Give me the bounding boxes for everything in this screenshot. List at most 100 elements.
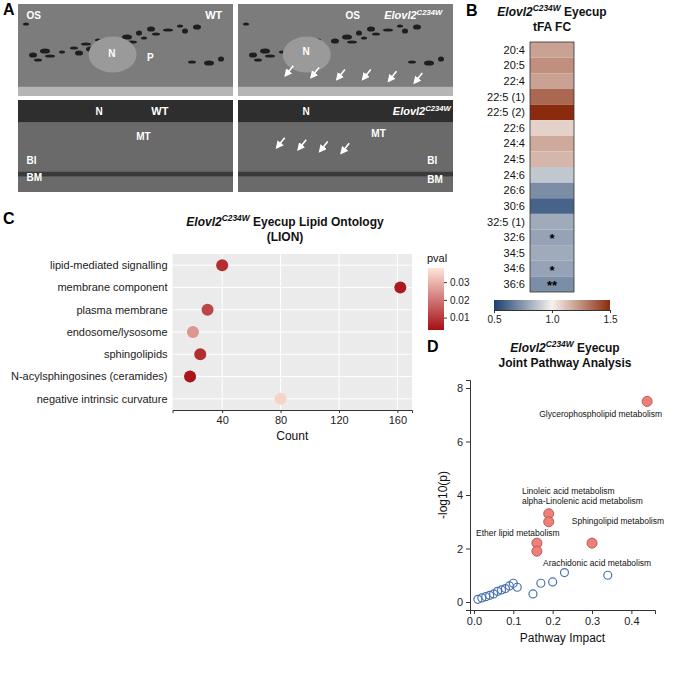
point-label: Glycerophospholipid metabolism bbox=[539, 409, 662, 419]
melanosome bbox=[342, 34, 352, 39]
tick-mark bbox=[474, 610, 475, 614]
structure-label: MT bbox=[371, 128, 385, 139]
text-part: Eyecup Lipid Ontology bbox=[250, 215, 384, 229]
melanosome bbox=[260, 48, 270, 53]
tick-mark bbox=[494, 310, 495, 313]
x-axis-tick: 0.3 bbox=[585, 610, 600, 627]
heatmap-cell bbox=[530, 120, 574, 136]
x-axis-tick: 120 bbox=[330, 410, 348, 426]
chart-title: (LION) bbox=[267, 230, 304, 244]
heatmap-cell bbox=[530, 136, 574, 152]
tick-label: 0.01 bbox=[450, 312, 470, 323]
micrograph: WTOSNP bbox=[18, 4, 233, 96]
structure-label: BI bbox=[27, 155, 37, 166]
significance-star: * bbox=[549, 231, 555, 246]
melanosome bbox=[402, 28, 408, 33]
tick-mark bbox=[553, 610, 554, 614]
melanosome bbox=[182, 28, 188, 33]
melanosome bbox=[193, 24, 201, 29]
melanosome bbox=[408, 60, 416, 63]
legend-title: pval bbox=[427, 252, 447, 264]
chart-title: tFA FC bbox=[533, 20, 572, 34]
row-label: 22:5 (1) bbox=[487, 91, 525, 103]
category-label: membrane component bbox=[57, 281, 167, 293]
dot bbox=[394, 281, 406, 293]
x-axis-line bbox=[471, 611, 656, 615]
text-part: C234W bbox=[222, 213, 251, 223]
axis-title: Pathway Impact bbox=[520, 631, 606, 645]
micrograph: Elovl2C234WNMTBIBM bbox=[238, 100, 453, 192]
tick-label: 2 bbox=[457, 543, 463, 555]
row-label: 24:6 bbox=[504, 169, 525, 181]
heatmap-frame bbox=[530, 42, 574, 292]
text-part: WT bbox=[151, 105, 168, 117]
image-ground bbox=[238, 4, 453, 96]
melanosome bbox=[40, 48, 50, 53]
melanosome bbox=[265, 54, 275, 57]
structure-label: N bbox=[303, 46, 310, 57]
row-label: 34:5 bbox=[504, 247, 525, 259]
x-axis-line bbox=[173, 411, 412, 414]
melanosome bbox=[438, 56, 444, 61]
tick-label: 4 bbox=[457, 489, 463, 501]
x-axis-tick: 0.1 bbox=[506, 610, 521, 627]
panel-d: DElovl2C234W EyecupJoint Pathway Analysi… bbox=[427, 338, 664, 645]
dots bbox=[184, 259, 406, 405]
text-part: (LION) bbox=[267, 230, 304, 244]
melanosome bbox=[361, 36, 367, 39]
tick-label: 1.5 bbox=[604, 314, 618, 325]
x-axis-tick: 0.4 bbox=[624, 610, 639, 627]
colorbar-axis-tick: 0.5 bbox=[488, 310, 502, 325]
melanosome bbox=[29, 52, 37, 57]
nucleus-band bbox=[18, 100, 233, 122]
point bbox=[549, 578, 557, 586]
arrow bbox=[285, 66, 293, 76]
x-axis-tick: 40 bbox=[217, 410, 229, 426]
panel-a: AWTOSNPElovl2C234WOSNWTNMTBIBMElovl2C234… bbox=[3, 1, 453, 192]
arrow bbox=[389, 71, 397, 81]
axis-title: Count bbox=[276, 429, 309, 443]
micrograph: Elovl2C234WOSN bbox=[238, 4, 453, 96]
category-label: sphingolipids bbox=[104, 348, 168, 360]
micrograph: WTNMTBIBM bbox=[18, 100, 233, 192]
arrow bbox=[277, 138, 285, 148]
tick-mark bbox=[339, 410, 340, 413]
dot bbox=[202, 304, 214, 316]
structure-label: BM bbox=[27, 172, 43, 183]
tick-mark bbox=[397, 410, 398, 413]
y-axis-tick: 6 bbox=[457, 436, 470, 448]
heatmap-cell bbox=[530, 167, 574, 183]
category-label: N-acylsphingosines (ceramides) bbox=[11, 370, 168, 382]
text-part: C234W bbox=[425, 103, 451, 112]
tick-label: 120 bbox=[330, 414, 348, 426]
text-part: Joint Pathway Analysis bbox=[499, 356, 632, 370]
row-label: 24:5 bbox=[504, 153, 525, 165]
point-label: alpha-Linolenic acid metabolism bbox=[522, 496, 643, 506]
point bbox=[537, 579, 545, 587]
melanosome bbox=[34, 58, 42, 61]
arrow bbox=[337, 69, 345, 79]
tick-label: 80 bbox=[275, 414, 287, 426]
point bbox=[587, 538, 597, 548]
point bbox=[604, 571, 612, 579]
point bbox=[513, 583, 521, 591]
structure-label: BM bbox=[427, 174, 443, 185]
heatmap-cell bbox=[530, 245, 574, 261]
membrane-band bbox=[18, 172, 233, 177]
melanosome bbox=[45, 54, 55, 57]
colorbar-axis: 0.51.01.5 bbox=[488, 310, 618, 325]
image-ground bbox=[238, 100, 453, 192]
colorbar-axis-line bbox=[495, 311, 611, 314]
colorbar bbox=[428, 268, 444, 330]
y-axis-tick: 0 bbox=[457, 596, 470, 608]
tick-label: 0.4 bbox=[624, 615, 639, 627]
nucleus-band bbox=[238, 100, 453, 122]
point bbox=[642, 396, 652, 406]
melanosome bbox=[70, 46, 78, 49]
tick-mark bbox=[466, 495, 470, 496]
axis-title: -log10(p) bbox=[436, 471, 450, 519]
image-ground bbox=[18, 100, 233, 192]
image-ground bbox=[18, 4, 233, 96]
dot bbox=[194, 348, 206, 360]
heatmap-cells bbox=[530, 42, 574, 292]
